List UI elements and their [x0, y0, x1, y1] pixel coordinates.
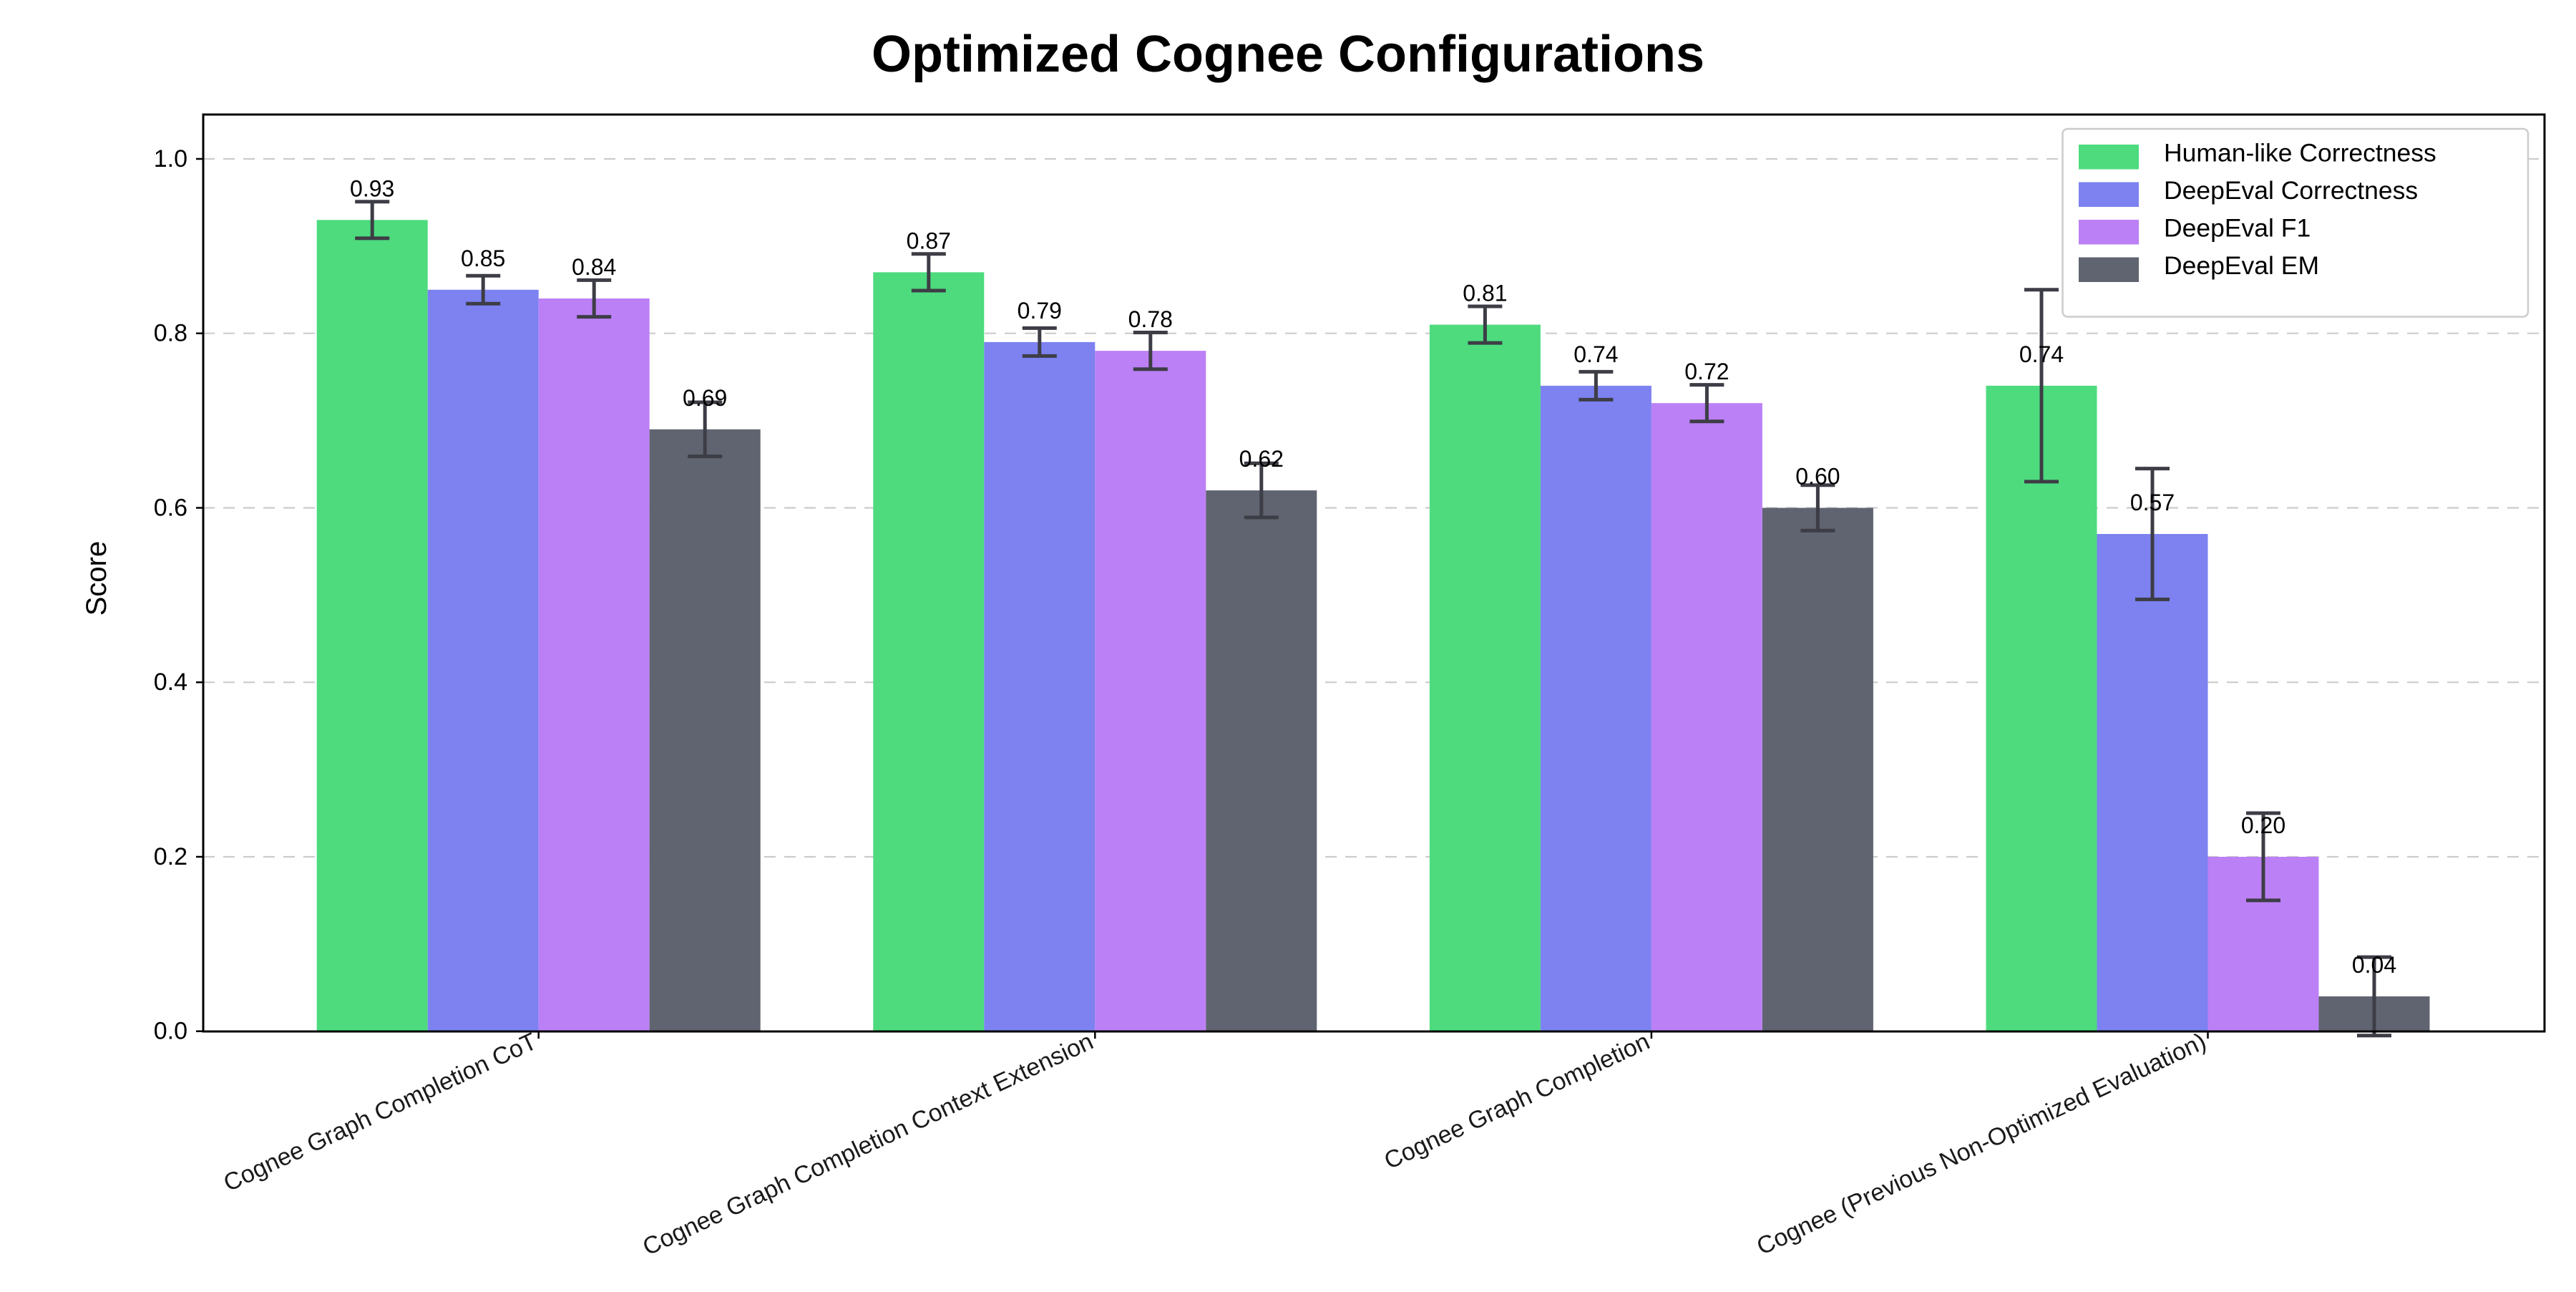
- svg-text:0.72: 0.72: [1684, 359, 1729, 384]
- svg-text:Score: Score: [81, 541, 112, 616]
- svg-text:Human-like Correctness: Human-like Correctness: [2164, 139, 2436, 167]
- svg-text:0.79: 0.79: [1018, 298, 1062, 324]
- svg-text:DeepEval Correctness: DeepEval Correctness: [2164, 176, 2418, 205]
- svg-text:0.6: 0.6: [154, 495, 187, 522]
- svg-text:0.20: 0.20: [2241, 812, 2285, 838]
- svg-text:0.8: 0.8: [154, 320, 187, 347]
- svg-text:0.57: 0.57: [2130, 490, 2175, 515]
- svg-text:0.60: 0.60: [1795, 464, 1840, 490]
- svg-text:0.93: 0.93: [350, 175, 394, 201]
- svg-text:0.2: 0.2: [154, 843, 187, 870]
- svg-text:0.0: 0.0: [154, 1018, 187, 1045]
- svg-text:0.74: 0.74: [1574, 341, 1618, 367]
- svg-text:0.4: 0.4: [154, 669, 187, 696]
- svg-text:DeepEval F1: DeepEval F1: [2164, 214, 2311, 243]
- svg-text:DeepEval EM: DeepEval EM: [2164, 251, 2319, 280]
- svg-text:0.78: 0.78: [1128, 306, 1173, 332]
- svg-text:0.85: 0.85: [461, 246, 505, 271]
- svg-text:0.87: 0.87: [907, 228, 951, 253]
- svg-text:0.74: 0.74: [2019, 341, 2064, 367]
- svg-text:1.0: 1.0: [154, 145, 187, 173]
- svg-text:0.69: 0.69: [683, 385, 727, 411]
- svg-text:0.84: 0.84: [572, 254, 616, 280]
- svg-text:0.62: 0.62: [1239, 446, 1284, 472]
- svg-text:0.81: 0.81: [1463, 281, 1507, 306]
- svg-text:0.04: 0.04: [2352, 952, 2396, 978]
- svg-text:Optimized Cognee Configuration: Optimized Cognee Configurations: [872, 26, 1704, 83]
